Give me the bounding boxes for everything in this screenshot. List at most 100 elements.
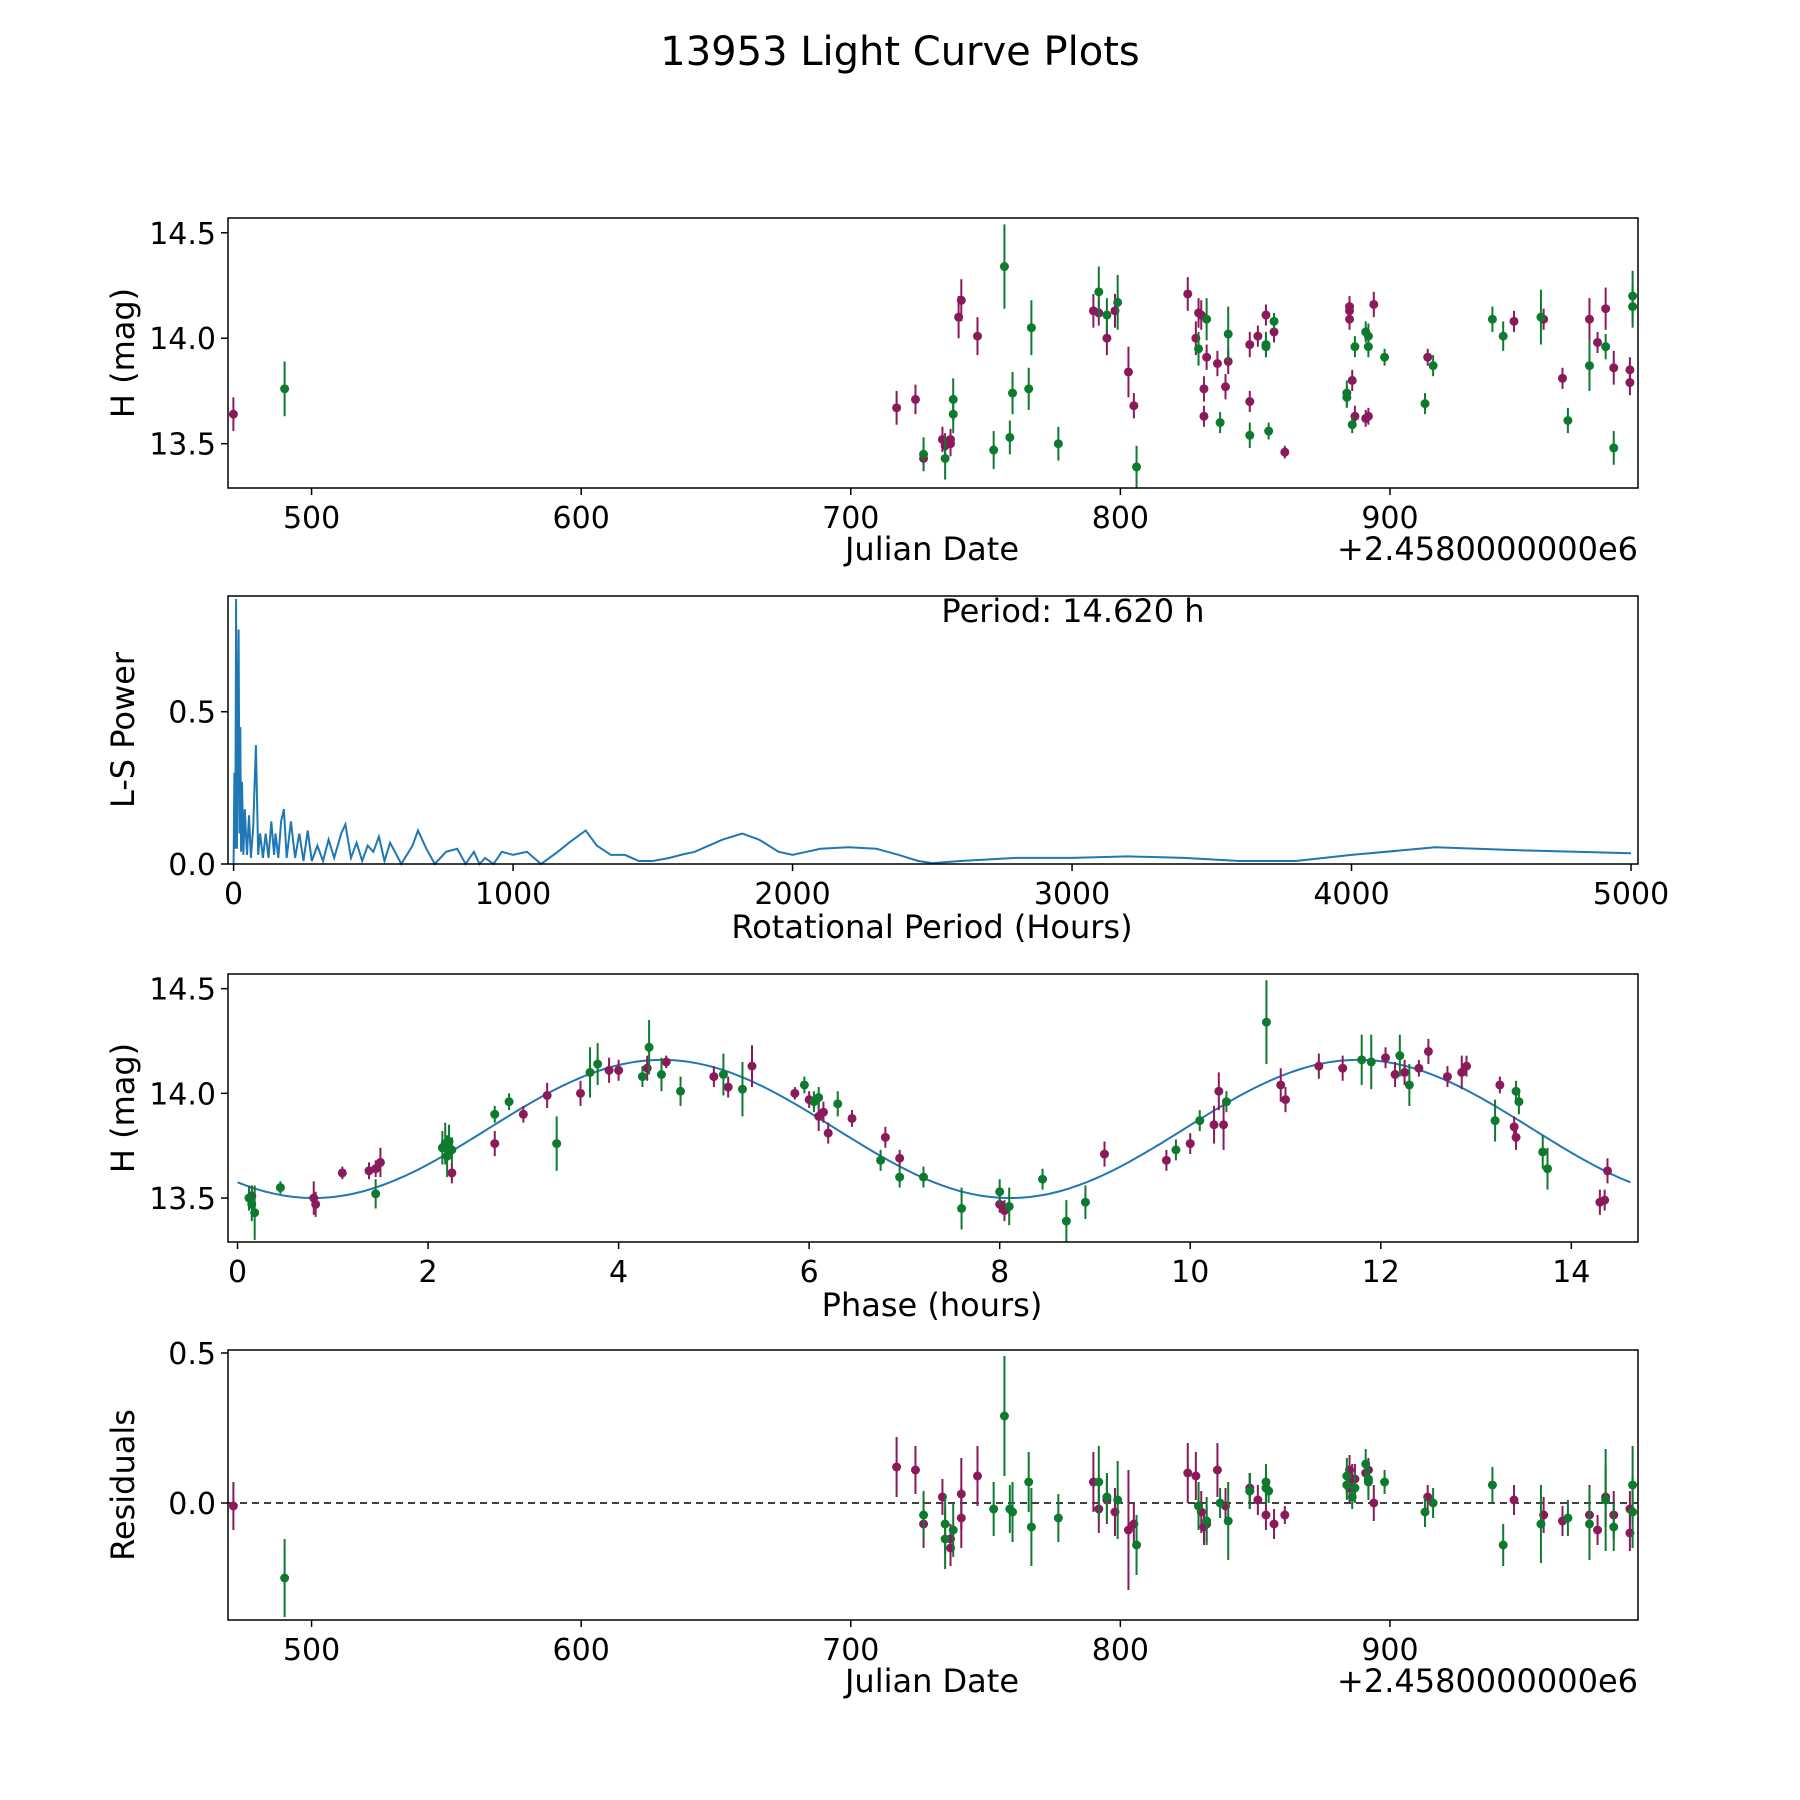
data-point <box>1625 365 1635 375</box>
x-tick-label: 14 <box>1552 1255 1590 1290</box>
data-point <box>1536 312 1546 322</box>
data-point <box>1261 1510 1271 1520</box>
data-point <box>1194 344 1204 354</box>
data-point <box>1264 426 1274 436</box>
data-point <box>1099 1149 1109 1159</box>
data-point <box>1094 287 1104 297</box>
data-point <box>504 1097 514 1107</box>
data-point <box>946 434 956 444</box>
data-point <box>490 1139 500 1149</box>
data-point <box>1221 1097 1231 1107</box>
data-point <box>1080 1197 1090 1207</box>
y-tick-label: 13.5 <box>149 1182 216 1217</box>
data-point <box>1363 411 1373 421</box>
data-point <box>1420 399 1430 409</box>
data-point <box>1347 375 1357 385</box>
y-tick-label: 14.0 <box>149 1077 216 1112</box>
series-b-points <box>280 224 1638 488</box>
data-point <box>957 1204 967 1213</box>
light-curve-panel: 500 600 700 800 900 13.5 14.0 14.5 Julian Date H … <box>104 217 1639 568</box>
data-point <box>1191 1471 1201 1481</box>
data-point <box>1221 382 1231 392</box>
data-point <box>1509 1122 1519 1132</box>
data-point <box>895 1153 905 1163</box>
x-tick-label: 12 <box>1362 1255 1400 1290</box>
data-point <box>1161 1155 1171 1165</box>
data-point <box>1563 1513 1573 1523</box>
data-point <box>228 409 238 419</box>
data-point <box>1038 1174 1048 1184</box>
data-point <box>1264 1486 1274 1496</box>
data-point <box>637 1072 647 1082</box>
data-point <box>790 1088 800 1098</box>
data-point <box>1245 1486 1255 1496</box>
y-axis-label: Residuals <box>104 1409 142 1561</box>
data-point <box>311 1199 321 1209</box>
data-point <box>1005 432 1015 442</box>
y-tick-label: 14.5 <box>149 973 216 1008</box>
data-point <box>1026 323 1036 333</box>
data-point <box>1380 352 1390 362</box>
data-point <box>1202 352 1212 362</box>
light-curve-frame <box>227 217 1639 489</box>
y-tick-label: 14.0 <box>149 322 216 357</box>
data-point <box>948 1525 958 1535</box>
data-point <box>1269 316 1279 326</box>
periodogram-frame <box>227 595 1639 865</box>
data-point <box>1404 1080 1414 1090</box>
data-point <box>940 1534 950 1544</box>
periodogram-panel: 0 1000 2000 3000 4000 5000 0.0 0.5 Rotational Pe… <box>104 592 1669 946</box>
data-point <box>1487 314 1497 324</box>
data-point <box>1269 1519 1279 1529</box>
data-point <box>919 449 929 459</box>
data-point <box>1314 1061 1324 1071</box>
data-point <box>1123 367 1133 377</box>
data-point <box>552 1139 562 1149</box>
data-point <box>999 262 1009 272</box>
x-tick-label: 500 <box>283 1633 340 1668</box>
y-tick-label: 0.0 <box>168 1487 216 1522</box>
data-point <box>1245 397 1255 407</box>
x-axis-label: Julian Date <box>843 530 1019 568</box>
data-point <box>1390 1070 1400 1079</box>
data-point <box>1628 1507 1638 1517</box>
data-point <box>1593 337 1603 347</box>
data-point <box>1123 1525 1133 1535</box>
data-point <box>1113 1495 1123 1505</box>
data-point <box>1457 1067 1467 1077</box>
data-point <box>1094 1477 1104 1487</box>
data-point <box>1212 1465 1222 1475</box>
data-point <box>1195 1116 1205 1126</box>
y-axis-label: H (mag) <box>104 1043 142 1173</box>
data-point <box>799 1080 809 1090</box>
data-point <box>1053 1513 1063 1523</box>
data-point <box>1185 1139 1195 1149</box>
data-point <box>1199 384 1209 394</box>
data-point <box>1102 1492 1112 1502</box>
data-point <box>593 1059 603 1069</box>
data-point <box>1214 1086 1224 1096</box>
data-point <box>1183 1468 1193 1478</box>
data-point <box>995 1187 1005 1197</box>
data-point <box>1584 361 1594 371</box>
data-point <box>337 1168 347 1178</box>
x-tick-label: 700 <box>822 501 879 536</box>
fit-curve <box>237 1058 1631 1199</box>
data-point <box>892 1462 902 1472</box>
data-point <box>1593 1525 1603 1535</box>
data-point <box>1601 304 1611 314</box>
data-point <box>1563 416 1573 425</box>
data-point <box>1495 1080 1505 1090</box>
x-tick-label: 4 <box>609 1255 628 1290</box>
x-tick-label: 800 <box>1092 501 1149 536</box>
data-point <box>1498 1540 1508 1550</box>
phase-fold-panel: 0 2 4 6 8 10 12 14 13.5 14.0 14.5 Phase (hours) H (m… <box>104 973 1639 1324</box>
data-point <box>1245 340 1255 350</box>
data-point <box>1558 373 1568 383</box>
data-point <box>1102 310 1112 320</box>
data-point <box>1498 331 1508 341</box>
data-point <box>1253 331 1263 341</box>
data-point <box>876 1155 886 1165</box>
data-point <box>1276 1080 1286 1090</box>
